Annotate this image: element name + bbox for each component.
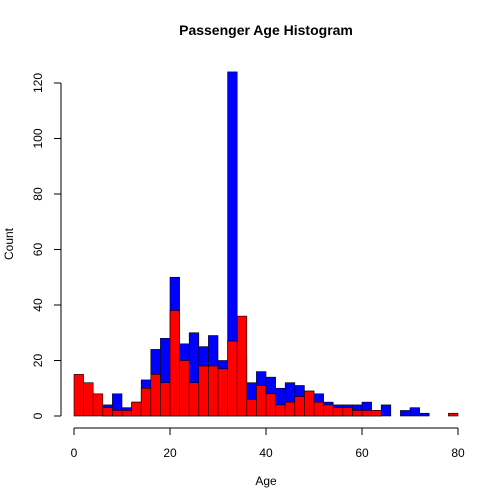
- y-tick-label: 40: [31, 298, 45, 312]
- bar-series2-bin-34: [236, 315, 248, 417]
- bar-series2-bin-42: [275, 404, 286, 417]
- bar-series2-bin-48: [304, 390, 315, 417]
- x-tick-label: 40: [259, 446, 273, 460]
- bar-series2-bin-46: [294, 396, 305, 417]
- bar-series2-bin-32: [227, 340, 238, 417]
- bar-series2-bin-54: [332, 407, 344, 417]
- y-tick-label: 20: [31, 354, 45, 368]
- bar-series1-bin-72: [419, 412, 430, 417]
- y-tick-label: 100: [31, 128, 45, 148]
- bar-series1-bin-64: [380, 404, 392, 417]
- bar-series2-bin-58: [352, 410, 363, 417]
- bar-series1-bin-70: [409, 407, 420, 417]
- bar-series2-bin-60: [361, 410, 372, 417]
- x-axis-label: Age: [255, 474, 277, 488]
- y-tick-label: 120: [31, 73, 45, 93]
- bar-series2-bin-44: [284, 401, 296, 417]
- x-axis-ticks: 0 20 40 60 80: [71, 428, 465, 460]
- x-tick-label: 80: [451, 446, 465, 460]
- bar-series2-bin-40: [265, 393, 276, 417]
- chart-title: Passenger Age Histogram: [179, 22, 353, 38]
- bar-series2-bin-2: [83, 382, 94, 417]
- y-tick-label: 0: [31, 412, 45, 419]
- bar-series2-bin-28: [208, 365, 219, 417]
- bar-series2-bin-56: [342, 407, 353, 417]
- bar-series2-bin-8: [112, 410, 123, 417]
- bar-series2-bin-52: [323, 404, 334, 417]
- bar-series2-bin-6: [102, 407, 113, 417]
- x-tick-label: 20: [163, 446, 177, 460]
- y-axis-ticks: 0 20 40 60 80 100 120: [31, 73, 61, 419]
- bar-series2-bin-0: [73, 374, 84, 417]
- y-tick-label: 80: [31, 187, 45, 201]
- bar-series2-bin-12: [131, 401, 142, 417]
- x-tick-label: 0: [71, 446, 78, 460]
- bar-series2-bin-50: [313, 401, 324, 417]
- bar-series2-bin-20: [169, 310, 180, 417]
- bar-series2-bin-38: [256, 385, 267, 417]
- y-tick-label: 60: [31, 243, 45, 257]
- bar-series2-bin-24: [188, 382, 200, 417]
- y-axis-label: Count: [2, 227, 16, 260]
- bar-series2-bin-30: [217, 368, 228, 417]
- bar-series2-bin-36: [246, 399, 257, 417]
- x-tick-label: 60: [355, 446, 369, 460]
- bar-series2-bin-26: [198, 365, 209, 417]
- bar-series2-bin-16: [150, 374, 161, 417]
- bar-series2-bin-10: [121, 410, 132, 417]
- bar-series2-bin-22: [179, 360, 190, 417]
- bar-series2-bin-4: [92, 393, 104, 417]
- bar-series1-bin-68: [400, 410, 411, 417]
- bar-series2-bin-18: [160, 382, 171, 417]
- bar-series2-bin-78: [448, 412, 459, 417]
- bar-series2-bin-62: [371, 410, 382, 417]
- bars-group: [73, 71, 459, 417]
- bar-series2-bin-14: [140, 387, 152, 417]
